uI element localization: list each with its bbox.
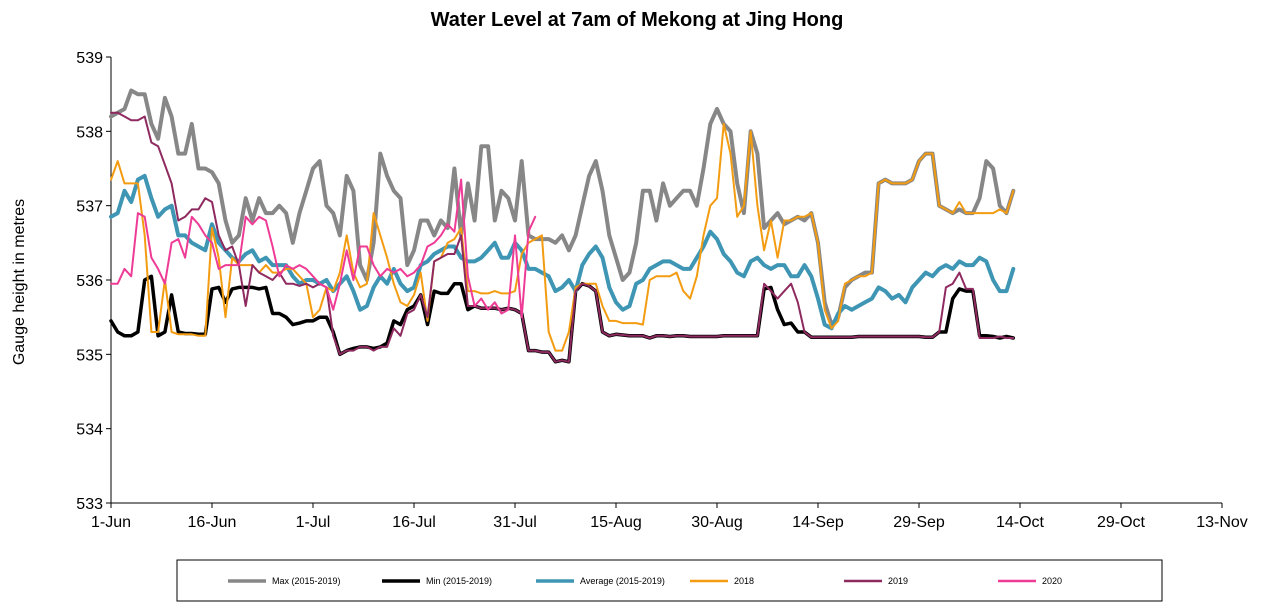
x-tick-label: 14-Oct (996, 514, 1045, 531)
x-tick-label: 29-Sep (893, 514, 945, 531)
series-line-3 (110, 122, 1015, 352)
x-tick-label: 31-Jul (493, 514, 537, 531)
series-line-2 (109, 173, 1016, 331)
y-tick-label: 534 (76, 422, 103, 439)
x-tick-label: 14-Sep (792, 514, 844, 531)
legend: Max (2015-2019) Min (2015-2019) Average (2… (176, 559, 1163, 602)
y-axis-label: Gauge height in metres (11, 199, 28, 365)
x-tick-label: 30-Aug (691, 514, 743, 531)
legend-label: Max (2015-2019) (272, 576, 341, 586)
y-tick-label: 536 (76, 273, 103, 290)
legend-label: 2018 (734, 576, 754, 586)
legend-label: Average (2015-2019) (580, 576, 665, 586)
x-tick-label: 16-Jul (392, 514, 436, 531)
series-line-4 (110, 111, 1015, 363)
x-tick-label: 16-Jun (188, 514, 237, 531)
x-tick-label: 1-Jul (296, 514, 331, 531)
y-tick-label: 537 (76, 199, 103, 216)
axes: 533 534 535 536 537 538 539 1-Jun 16-Jun 1-Jul 16-… (76, 50, 1247, 531)
x-tick-label: 15-Aug (590, 514, 642, 531)
legend-box (176, 559, 1163, 602)
y-tick-label: 533 (76, 496, 103, 513)
series-line-0 (109, 88, 1016, 327)
series-layer (109, 88, 1016, 364)
x-tick-label: 29-Oct (1097, 514, 1146, 531)
chart-title: Water Level at 7am of Mekong at Jing Hon… (431, 9, 844, 31)
legend-label: 2020 (1042, 576, 1062, 586)
legend-label: Min (2015-2019) (426, 576, 492, 586)
series-line-5 (110, 178, 537, 319)
x-tick-label: 13-Nov (1196, 514, 1248, 531)
y-tick-label: 538 (76, 124, 103, 141)
legend-label: 2019 (888, 576, 908, 586)
x-tick-label: 1-Jun (91, 514, 131, 531)
y-tick-label: 539 (76, 50, 103, 67)
y-tick-label: 535 (76, 347, 103, 364)
